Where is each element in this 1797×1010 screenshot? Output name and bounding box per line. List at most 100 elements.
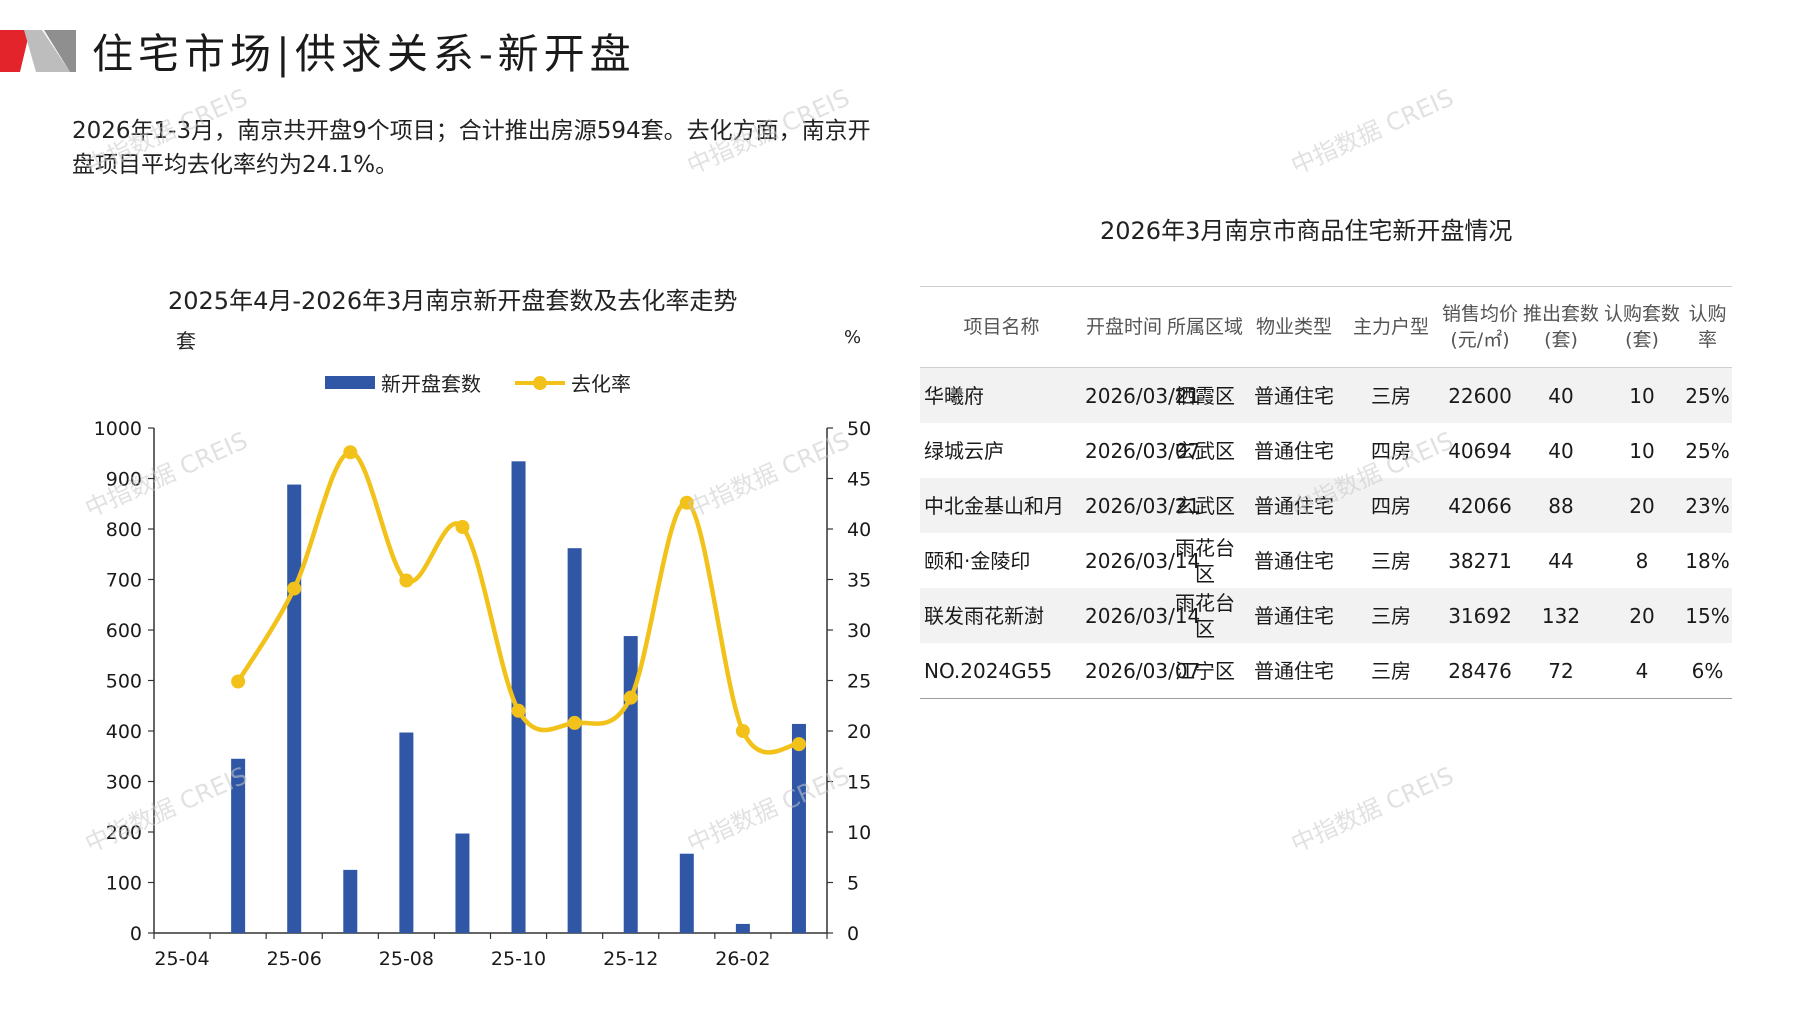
table-cell: 普通住宅 (1254, 438, 1334, 463)
legend-swatch-bar (325, 376, 375, 389)
y-tick-label-right: 35 (847, 570, 871, 592)
table-row: 联发雨花新澍 2026/03/14 雨花台区 普通住宅 三房 31692 132… (920, 588, 1732, 643)
summary-text: 2026年1-3月，南京共开盘9个项目；合计推出房源594套。去化方面，南京开盘… (72, 118, 871, 178)
table-cell: 2026/03/14 (1083, 588, 1200, 643)
table-cell: 15% (1683, 588, 1732, 643)
table-cell: 2026/03/21 (1083, 367, 1200, 423)
table-cell: 2026/03/07 (1083, 643, 1200, 699)
table-cell: 普通住宅 (1245, 588, 1343, 643)
y-tick-label-right: 0 (847, 923, 859, 945)
x-tick-label: 25-06 (267, 948, 322, 970)
line-point (455, 519, 470, 534)
table-cell: 40 (1548, 438, 1574, 463)
watermark: 中指数据 CREIS (1286, 761, 1458, 859)
table-cell: 40 (1521, 367, 1601, 423)
line-point (231, 674, 246, 689)
y-tick-label-right: 15 (847, 772, 871, 794)
line-point (623, 690, 638, 705)
header-cell: 开盘时间 (1083, 286, 1165, 368)
y-tick-label-left: 100 (106, 873, 142, 895)
header-cell: 主力户型 (1343, 286, 1439, 368)
table-cell: 72 (1521, 643, 1601, 699)
bar (735, 923, 750, 933)
table-cell: 三房 (1343, 643, 1439, 699)
table-cell: 28476 (1439, 643, 1521, 699)
table-cell: 31692 (1439, 588, 1521, 643)
y-tick-label-right: 40 (847, 519, 871, 541)
table-cell: 三房 (1343, 588, 1439, 643)
bar (399, 732, 414, 933)
table-cell: 四房 (1343, 478, 1439, 533)
table-cell: 雨花台区 (1175, 535, 1235, 586)
company-logo (0, 30, 76, 72)
y-tick-label-left: 900 (106, 469, 142, 491)
y-tick-label-left: 700 (106, 570, 142, 592)
table-row: NO.2024G55 2026/03/07 江宁区 普通住宅 三房 28476 … (920, 643, 1732, 699)
table-title: 2026年3月南京市商品住宅新开盘情况 (1100, 217, 1513, 245)
table-cell: 88 (1521, 478, 1601, 533)
line-point (343, 445, 358, 460)
table-cell: 6% (1683, 643, 1732, 699)
table-row: 颐和·金陵印 2026/03/14 雨花台区 普通住宅 三房 38271 44 … (920, 533, 1732, 588)
y-tick-label-right: 5 (847, 873, 859, 895)
table-cell: 绿城云庐 (924, 438, 1004, 463)
y-tick-label-right: 10 (847, 822, 871, 844)
x-tick-label: 25-10 (491, 948, 546, 970)
x-tick-label: 25-08 (379, 948, 434, 970)
line-point (287, 581, 302, 596)
y-tick-label-right: 30 (847, 620, 871, 642)
bar (511, 461, 526, 933)
table-cell: 20 (1601, 588, 1683, 643)
table-cell: 20 (1601, 478, 1683, 533)
table-cell: 40694 (1448, 438, 1512, 463)
table-cell: 23% (1683, 478, 1732, 533)
y-tick-label-left: 600 (106, 620, 142, 642)
y-tick-label-left: 500 (106, 671, 142, 693)
bar (455, 833, 470, 933)
table-cell: 栖霞区 (1165, 367, 1245, 423)
table-cell: 江宁区 (1165, 643, 1245, 699)
table-cell: 132 (1521, 588, 1601, 643)
table-cell: 普通住宅 (1245, 478, 1343, 533)
right-axis-unit: % (844, 327, 862, 348)
table-cell: 18% (1685, 548, 1730, 573)
table-cell: 联发雨花新澍 (920, 588, 1083, 643)
page-title: 住宅市场|供求关系-新开盘 (92, 30, 636, 78)
line-point (679, 495, 694, 510)
line-point (735, 724, 750, 738)
table-cell: 普通住宅 (1245, 643, 1343, 699)
table-row: 中北金基山和月 2026/03/21 玄武区 普通住宅 四房 42066 88 … (920, 478, 1732, 533)
y-tick-label-left: 300 (106, 772, 142, 794)
table-cell: 普通住宅 (1245, 367, 1343, 423)
header-cell: 所属区域 (1165, 286, 1245, 368)
table-row: 绿城云庐 2026/03/07 玄武区 普通住宅 四房 40694 40 10 … (920, 423, 1732, 478)
table-cell: 2026/03/07 (1085, 438, 1201, 463)
y-tick-label-right: 20 (847, 721, 871, 743)
bar (679, 853, 694, 933)
table-row: 华曦府 2026/03/21 栖霞区 普通住宅 三房 22600 40 10 2… (920, 367, 1732, 423)
y-tick-label-left: 200 (106, 822, 142, 844)
x-tick-label: 25-12 (603, 948, 658, 970)
line-point (791, 737, 806, 752)
table-cell: 华曦府 (920, 367, 1083, 423)
header-cell: 认购套数(套) (1601, 286, 1683, 368)
left-axis-unit: 套 (176, 329, 196, 353)
bar (343, 869, 358, 933)
table-cell: 雨花台区 (1165, 588, 1245, 643)
table-cell: 2026/03/21 (1083, 478, 1200, 533)
header-cell: 销售均价(元/㎡) (1439, 286, 1521, 368)
y-tick-label-right: 45 (847, 469, 871, 491)
line-point (511, 703, 526, 718)
table-cell: 25% (1685, 438, 1730, 463)
line-point (399, 573, 414, 588)
y-tick-label-left: 0 (130, 923, 142, 945)
table-cell: 10 (1601, 367, 1683, 423)
combo-chart: 0 100 200 300 400 500 600 700 800 900 1000 0 5 10 15 20… (94, 418, 872, 970)
header-cell: 项目名称 (920, 286, 1083, 368)
table-cell: 8 (1635, 548, 1649, 573)
y-tick-label-left: 1000 (94, 418, 142, 440)
x-tick-label: 25-04 (154, 948, 209, 970)
table-cell: 中北金基山和月 (920, 478, 1083, 533)
table-cell: 三房 (1343, 367, 1439, 423)
table-header-row: 项目名称 开盘时间 所属区域 物业类型 主力户型 销售均价(元/㎡) 推出套数(… (920, 286, 1732, 368)
